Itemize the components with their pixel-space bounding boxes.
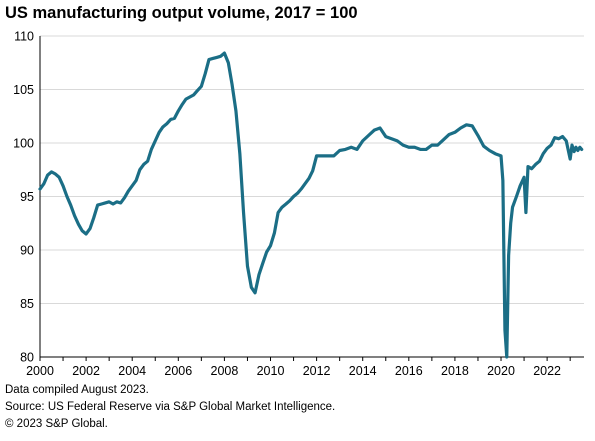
footnote-compiled: Data compiled August 2023. (5, 384, 149, 396)
x-tick-label-2010: 2010 (257, 364, 285, 378)
x-tick-label-2022: 2022 (533, 364, 561, 378)
y-tick-label-105: 105 (13, 83, 34, 97)
y-tick-label-80: 80 (20, 351, 34, 365)
footnote-copyright: © 2023 S&P Global. (5, 418, 108, 430)
y-tick-label-85: 85 (20, 297, 34, 311)
x-tick-label-2014: 2014 (349, 364, 377, 378)
series-line-0 (38, 51, 584, 359)
x-tick-label-2018: 2018 (441, 364, 469, 378)
tick-labels: 80 85 90 95 100 105 110 2000 2002 2004 2006 2008 201… (13, 30, 561, 379)
series-layer (38, 51, 584, 359)
y-tick-label-110: 110 (14, 30, 34, 44)
y-tick-label-95: 95 (20, 190, 34, 204)
x-tick-label-2020: 2020 (487, 364, 515, 378)
footnote-source: Source: US Federal Reserve via S&P Globa… (5, 401, 336, 413)
x-tick-label-2002: 2002 (72, 364, 100, 378)
x-tick-label-2008: 2008 (211, 364, 239, 378)
grid-lines (40, 35, 584, 304)
x-tick-label-2000: 2000 (26, 364, 54, 378)
x-tick-label-2004: 2004 (118, 364, 146, 378)
chart-title: US manufacturing output volume, 2017 = 1… (5, 4, 358, 22)
x-tick-label-2006: 2006 (164, 364, 192, 378)
x-tick-label-2016: 2016 (395, 364, 423, 378)
axes (39, 36, 584, 361)
y-tick-label-90: 90 (20, 244, 34, 258)
x-tick-label-2012: 2012 (303, 364, 331, 378)
y-tick-label-100: 100 (13, 137, 34, 151)
footnotes: Data compiled August 2023. Source: US Fe… (5, 382, 335, 433)
line-chart: 80 85 90 95 100 105 110 2000 2002 2004 2006 2008 201… (13, 30, 584, 379)
